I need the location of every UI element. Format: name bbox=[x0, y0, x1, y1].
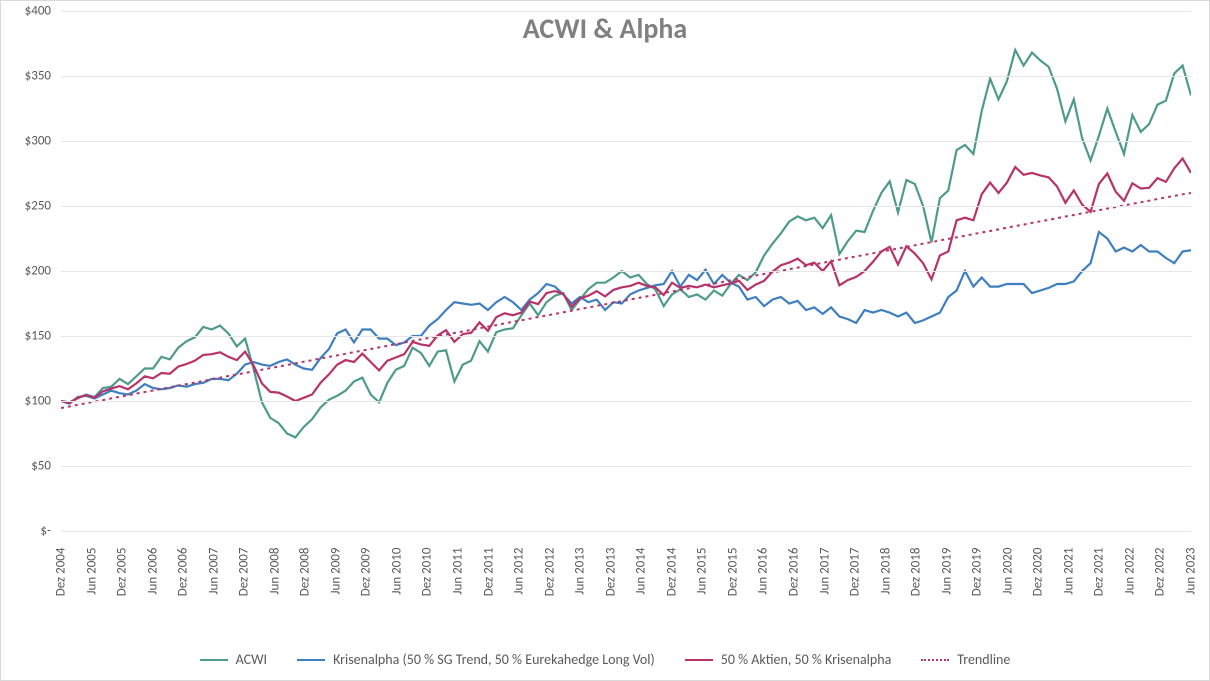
grid-line bbox=[61, 336, 1191, 337]
plot-area bbox=[61, 11, 1191, 531]
legend-swatch bbox=[200, 659, 228, 661]
x-tick-label: Jun 2009 bbox=[328, 548, 343, 595]
x-tick-label: Jun 2014 bbox=[634, 548, 649, 595]
y-axis: $-$50$100$150$200$250$300$350$400 bbox=[1, 11, 56, 531]
legend-swatch bbox=[297, 659, 325, 661]
y-tick-label: $200 bbox=[25, 264, 51, 279]
x-tick-label: Dez 2015 bbox=[725, 548, 740, 597]
y-tick-label: $350 bbox=[25, 69, 51, 84]
y-tick-label: $400 bbox=[25, 4, 51, 19]
x-tick-label: Dez 2005 bbox=[115, 548, 130, 597]
grid-line bbox=[61, 141, 1191, 142]
x-tick-label: Jun 2017 bbox=[817, 548, 832, 595]
x-tick-label: Dez 2021 bbox=[1092, 548, 1107, 597]
legend-label: Krisenalpha (50 % SG Trend, 50 % Eurekah… bbox=[333, 651, 655, 668]
x-tick-label: Jun 2007 bbox=[206, 548, 221, 595]
y-tick-label: $100 bbox=[25, 394, 51, 409]
legend-swatch bbox=[685, 659, 713, 661]
series-mix bbox=[61, 159, 1191, 403]
x-tick-label: Dez 2013 bbox=[603, 548, 618, 597]
grid-line bbox=[61, 76, 1191, 77]
y-tick-label: $50 bbox=[31, 459, 51, 474]
x-tick-label: Jun 2016 bbox=[756, 548, 771, 595]
x-tick-label: Dez 2010 bbox=[420, 548, 435, 597]
y-tick-label: $300 bbox=[25, 134, 51, 149]
x-tick-label: Dez 2014 bbox=[664, 548, 679, 597]
x-tick-label: Dez 2022 bbox=[1153, 548, 1168, 597]
legend-swatch bbox=[921, 659, 949, 661]
legend-label: Trendline bbox=[957, 651, 1010, 668]
series-trendline bbox=[61, 193, 1191, 408]
x-tick-label: Dez 2018 bbox=[909, 548, 924, 597]
legend-label: 50 % Aktien, 50 % Krisenalpha bbox=[721, 651, 892, 668]
x-tick-label: Jun 2023 bbox=[1184, 548, 1199, 595]
x-tick-label: Jun 2005 bbox=[84, 548, 99, 595]
x-tick-label: Dez 2004 bbox=[54, 548, 69, 597]
x-tick-label: Jun 2011 bbox=[451, 548, 466, 595]
legend-label: ACWI bbox=[236, 651, 267, 668]
legend-item: Trendline bbox=[921, 651, 1010, 668]
y-tick-label: $- bbox=[40, 524, 51, 539]
x-tick-label: Dez 2009 bbox=[359, 548, 374, 597]
grid-line bbox=[61, 271, 1191, 272]
y-tick-label: $250 bbox=[25, 199, 51, 214]
x-tick-label: Dez 2011 bbox=[481, 548, 496, 597]
series-krisenalpha bbox=[61, 232, 1191, 404]
x-tick-label: Dez 2007 bbox=[237, 548, 252, 597]
legend-item: ACWI bbox=[200, 651, 267, 668]
x-tick-label: Jun 2021 bbox=[1061, 548, 1076, 595]
x-tick-label: Jun 2013 bbox=[573, 548, 588, 595]
legend-item: Krisenalpha (50 % SG Trend, 50 % Eurekah… bbox=[297, 651, 655, 668]
x-tick-label: Dez 2006 bbox=[176, 548, 191, 597]
x-tick-label: Jun 2006 bbox=[145, 548, 160, 595]
legend-item: 50 % Aktien, 50 % Krisenalpha bbox=[685, 651, 892, 668]
grid-line bbox=[61, 206, 1191, 207]
grid-line bbox=[61, 401, 1191, 402]
x-tick-label: Dez 2019 bbox=[970, 548, 985, 597]
x-tick-label: Jun 2008 bbox=[267, 548, 282, 595]
x-axis: Dez 2004Jun 2005Dez 2005Jun 2006Dez 2006… bbox=[61, 536, 1191, 621]
grid-line bbox=[61, 531, 1191, 532]
x-tick-label: Dez 2016 bbox=[786, 548, 801, 597]
x-tick-label: Jun 2012 bbox=[512, 548, 527, 595]
x-tick-label: Jun 2018 bbox=[878, 548, 893, 595]
x-tick-label: Dez 2008 bbox=[298, 548, 313, 597]
legend: ACWI Krisenalpha (50 % SG Trend, 50 % Eur… bbox=[1, 651, 1209, 668]
x-tick-label: Dez 2017 bbox=[848, 548, 863, 597]
x-tick-label: Jun 2019 bbox=[939, 548, 954, 595]
y-tick-label: $150 bbox=[25, 329, 51, 344]
x-tick-label: Dez 2020 bbox=[1031, 548, 1046, 597]
x-tick-label: Jun 2010 bbox=[389, 548, 404, 595]
chart-container: ACWI & Alpha $-$50$100$150$200$250$300$3… bbox=[0, 0, 1210, 681]
x-tick-label: Jun 2022 bbox=[1122, 548, 1137, 595]
x-tick-label: Jun 2015 bbox=[695, 548, 710, 595]
grid-line bbox=[61, 466, 1191, 467]
x-tick-label: Jun 2020 bbox=[1000, 548, 1015, 595]
x-tick-label: Dez 2012 bbox=[542, 548, 557, 597]
grid-line bbox=[61, 11, 1191, 12]
